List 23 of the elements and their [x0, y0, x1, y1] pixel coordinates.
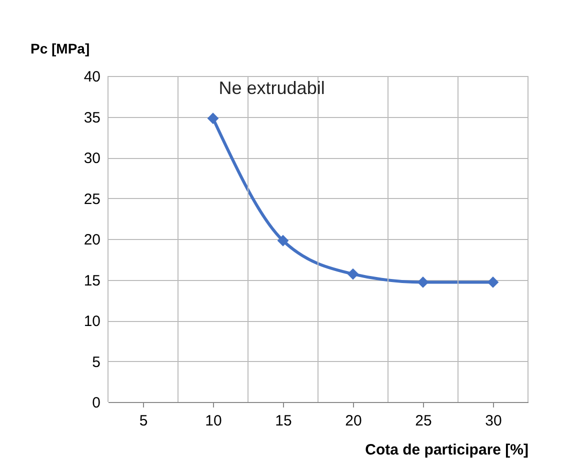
y-tick-label: 15	[84, 272, 100, 290]
y-tick-label: 5	[92, 354, 100, 371]
point	[347, 268, 359, 280]
x-tick-label: 10	[205, 412, 222, 430]
y-tick-label: 40	[84, 68, 100, 86]
x-tick-label: 30	[485, 412, 502, 430]
point	[487, 276, 499, 288]
point	[277, 234, 289, 246]
y-tick-label: 0	[92, 394, 100, 412]
point	[207, 112, 219, 124]
x-tick-label: 25	[415, 412, 432, 430]
y-axis-title: Pc [MPa]	[30, 40, 90, 56]
annotation: Ne extrudabil	[218, 78, 325, 98]
x-tick-label: 20	[345, 412, 362, 430]
y-tick-label: 20	[84, 232, 100, 248]
y-tick-label: 35	[84, 109, 100, 126]
y-tick-label: 30	[84, 150, 100, 167]
x-tick-label: 15	[275, 412, 292, 430]
x-tick-label: 5	[139, 412, 148, 430]
point	[417, 276, 429, 288]
x-axis-title: Cota de participare [%]	[365, 442, 528, 458]
y-tick-label: 25	[84, 190, 100, 208]
y-tick-label: 10	[84, 313, 100, 330]
